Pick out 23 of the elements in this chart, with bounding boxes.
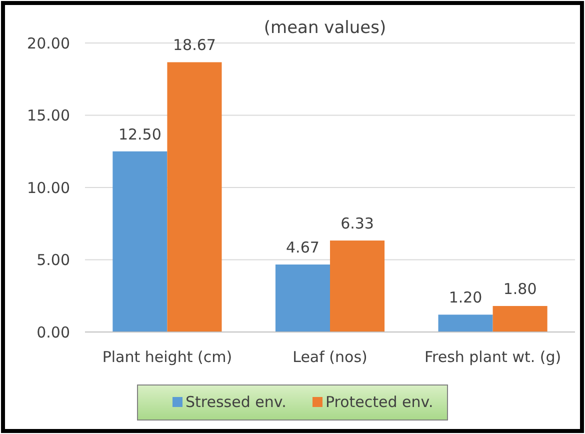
chart-title: (mean values) — [264, 18, 386, 38]
x-tick-label: Fresh plant wt. (g) — [424, 348, 562, 366]
data-label: 1.80 — [503, 280, 537, 298]
bar — [438, 314, 493, 332]
y-tick-label: 20.00 — [27, 34, 70, 52]
y-tick-label: 15.00 — [27, 106, 70, 124]
data-label: 1.20 — [448, 288, 482, 307]
bar — [112, 151, 168, 332]
data-label: 18.67 — [173, 36, 216, 54]
bar — [275, 264, 330, 332]
y-tick-label: 10.00 — [27, 178, 70, 197]
data-label: 4.67 — [286, 238, 320, 257]
data-label: 12.50 — [118, 125, 162, 144]
bar — [330, 240, 385, 332]
x-tick-label: Leaf (nos) — [292, 348, 368, 366]
legend-label: Stressed env. — [186, 393, 286, 411]
y-tick-label: 0.00 — [36, 323, 70, 342]
y-tick-label: 5.00 — [36, 251, 70, 269]
data-label: 6.33 — [340, 214, 374, 233]
x-tick-label: Plant height (cm) — [102, 348, 232, 366]
bar — [167, 62, 222, 332]
legend-label: Protected env. — [326, 393, 434, 411]
bar — [492, 306, 548, 332]
